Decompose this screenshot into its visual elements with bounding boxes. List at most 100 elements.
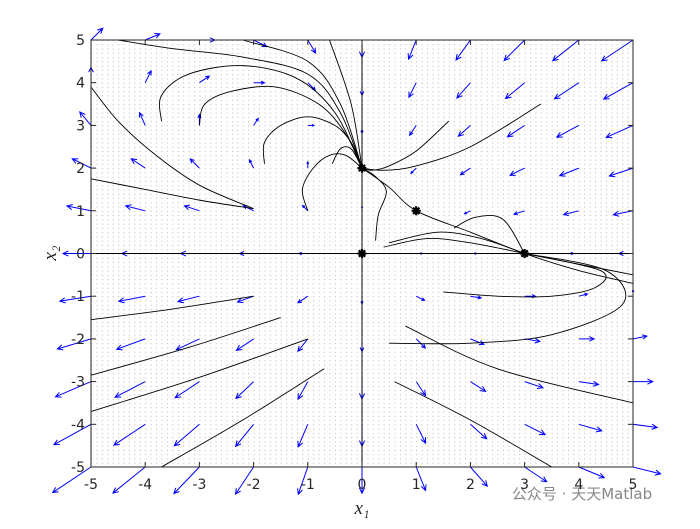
quiver-arrow (470, 295, 483, 300)
quiver-arrow (456, 82, 471, 99)
trajectory (90, 178, 254, 210)
equilibrium-point (357, 163, 367, 173)
quiver-arrow (578, 292, 589, 297)
quiver-arrow (248, 158, 255, 169)
y-tick-label: 4 (76, 76, 85, 92)
quiver-arrow (112, 423, 146, 446)
quiver-arrow (297, 466, 309, 496)
y-tick-label: -2 (71, 332, 85, 348)
y-tick-label: 0 (76, 247, 85, 263)
quiver-arrow (65, 204, 92, 212)
trajectory (242, 39, 363, 169)
quiver-arrow (253, 117, 259, 126)
y-tick-label: 2 (76, 161, 85, 177)
quiver-arrow (455, 39, 471, 61)
trajectory (383, 237, 525, 254)
y-axis-label: x₂ (40, 245, 61, 261)
y-tick-label: 5 (76, 33, 85, 49)
quiver-arrow (503, 39, 525, 62)
y-tick-label: -1 (71, 289, 85, 305)
quiver-arrow (504, 82, 525, 100)
trajectory (361, 120, 450, 171)
quiver-arrow (145, 33, 162, 41)
quiver-arrow (253, 80, 266, 85)
trajectory (389, 253, 627, 345)
trajectory (90, 317, 281, 376)
quiver-arrow (138, 111, 146, 126)
quiver-arrow (234, 423, 254, 448)
quiver-arrow (408, 125, 417, 137)
trajectory (90, 295, 254, 321)
quiver-arrow (415, 295, 426, 301)
x-tick-label: -4 (138, 477, 152, 493)
equilibrium-point (357, 249, 367, 258)
trajectory (394, 381, 552, 468)
equilibrium-point (411, 206, 421, 216)
quiver-arrow (124, 204, 146, 212)
quiver-arrow (578, 380, 600, 387)
quiver-arrow (470, 338, 485, 346)
quiver-arrow (112, 466, 146, 494)
trajectory (161, 368, 325, 468)
quiver-arrow (608, 167, 634, 178)
quiver-arrow (235, 381, 254, 400)
quiver-arrow (470, 423, 488, 440)
quiver-arrow (297, 424, 309, 448)
quiver-arrow (297, 381, 309, 401)
quiver-arrow (506, 124, 525, 138)
quiver-arrow (235, 338, 254, 351)
y-tick-label: -5 (71, 460, 85, 476)
trajectory (453, 215, 525, 254)
y-tick-label: -4 (71, 417, 85, 433)
quiver-arrow (632, 466, 662, 476)
trajectory (118, 39, 363, 169)
x-tick-label: -5 (84, 477, 98, 493)
x-tick-label: 4 (574, 477, 583, 493)
quiver-arrow (551, 39, 580, 62)
quiver-arrow (512, 210, 525, 216)
quiver-arrow (578, 336, 596, 342)
quiver-arrow (199, 75, 211, 84)
quiver-arrow (79, 111, 92, 126)
quiver-arrow (524, 381, 544, 389)
quiver-arrow (114, 381, 146, 398)
quiver-arrow (51, 466, 92, 494)
y-tick-label: 3 (76, 118, 85, 134)
quiver-arrow (410, 167, 417, 175)
quiver-arrow (524, 423, 547, 436)
quiver-arrow (234, 466, 255, 496)
x-tick-label: -3 (192, 477, 206, 493)
quiver-arrow (457, 125, 471, 138)
quiver-arrow (173, 423, 200, 447)
x-tick-label: -1 (301, 477, 315, 493)
trajectory (361, 167, 634, 284)
quiver-arrow (58, 295, 92, 304)
quiver-arrow (600, 39, 634, 62)
trajectory (405, 325, 634, 404)
trajectory (90, 86, 254, 210)
quiver-arrow (605, 124, 634, 139)
quiver-arrow (236, 295, 254, 304)
x-axis-label: x₁ (353, 498, 369, 519)
quiver-arrow (90, 27, 104, 41)
quiver-arrow (306, 160, 310, 169)
trajectory (329, 39, 363, 169)
equilibrium-point (520, 249, 530, 258)
quiver-arrow (578, 423, 603, 433)
quiver-arrow (61, 250, 91, 257)
quiver-arrow (463, 210, 471, 215)
quiver-arrow (562, 210, 579, 217)
trajectory (159, 65, 363, 169)
quiver-arrow (578, 466, 606, 479)
quiver-arrow (117, 295, 146, 304)
quiver-arrow (408, 82, 417, 99)
trajectory (361, 167, 387, 241)
quiver-arrow (509, 167, 525, 176)
quiver-arrow (189, 158, 200, 169)
x-tick-label: 1 (412, 477, 421, 493)
quiver-arrow (632, 423, 659, 430)
quiver-arrow (358, 467, 366, 495)
quiver-arrow (415, 466, 427, 492)
trajectory (524, 253, 634, 276)
quiver-arrow (174, 381, 200, 399)
